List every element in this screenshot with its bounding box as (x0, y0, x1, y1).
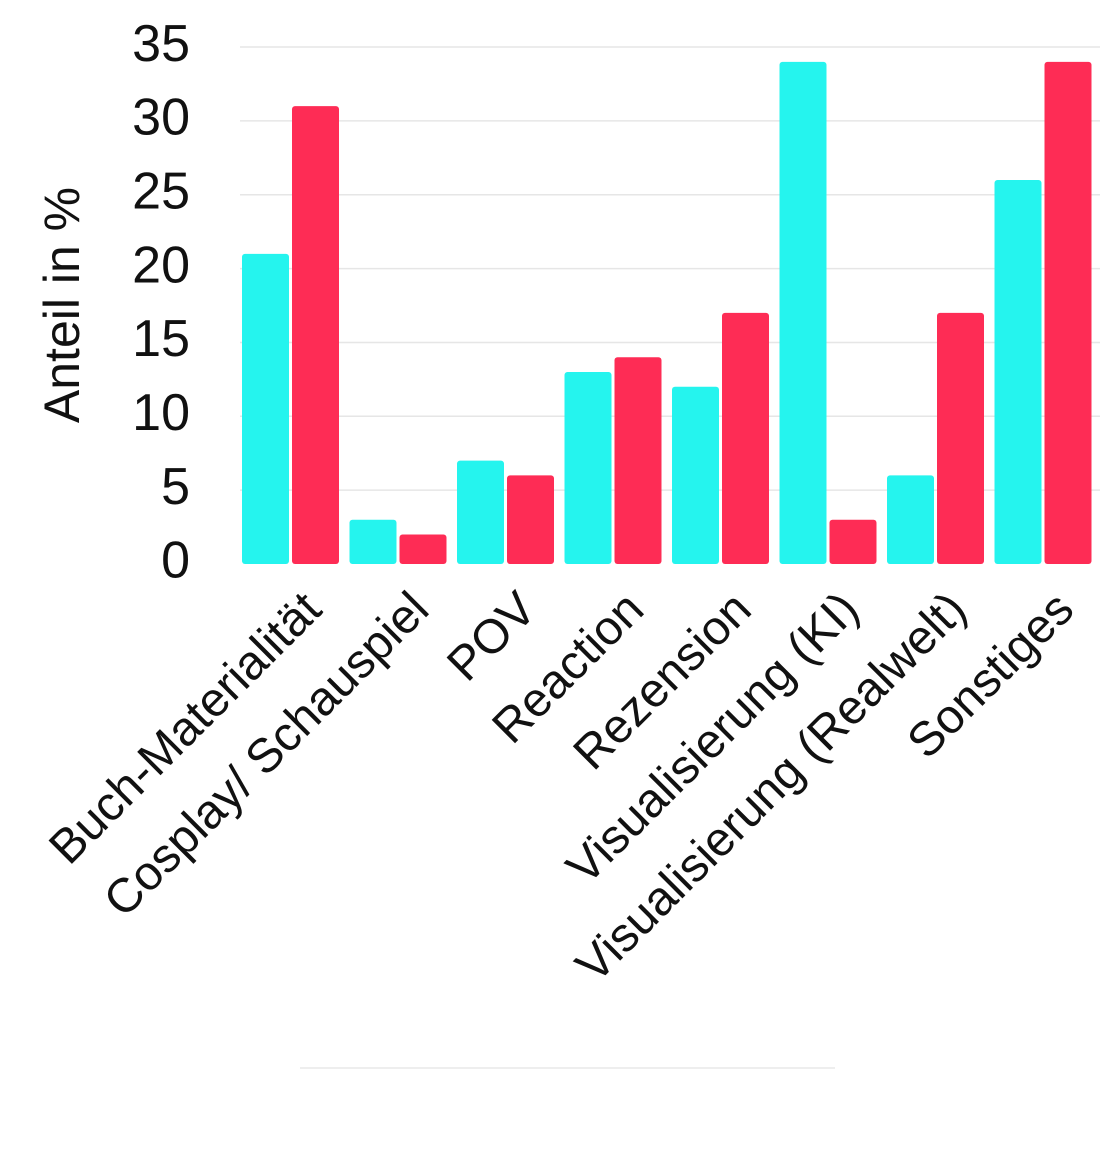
y-tick-label: 5 (161, 458, 190, 516)
bar (722, 312, 769, 564)
y-tick-label: 0 (161, 532, 190, 590)
bar (1044, 61, 1092, 564)
bar (994, 179, 1042, 565)
bar (779, 61, 827, 564)
y-tick-label: 35 (132, 15, 190, 73)
gridlines (240, 46, 1100, 491)
bar (829, 519, 877, 564)
bar (457, 460, 504, 564)
bar (937, 312, 984, 564)
bar (507, 475, 554, 564)
bar (242, 253, 289, 564)
y-axis-label: Anteil in % (34, 187, 90, 423)
bar (614, 357, 662, 564)
bar (887, 475, 934, 564)
y-tick-label: 20 (132, 236, 190, 294)
y-axis-ticks: 0 5 10 15 20 25 30 35 (132, 15, 190, 590)
bar (672, 386, 719, 564)
y-tick-label: 30 (132, 89, 190, 147)
bar (349, 519, 397, 564)
bar (399, 534, 447, 564)
y-tick-label: 25 (132, 162, 190, 220)
bar (292, 106, 339, 564)
bar (564, 371, 612, 564)
y-tick-label: 10 (132, 384, 190, 442)
bars (242, 61, 1092, 565)
y-tick-label: 15 (132, 310, 190, 368)
